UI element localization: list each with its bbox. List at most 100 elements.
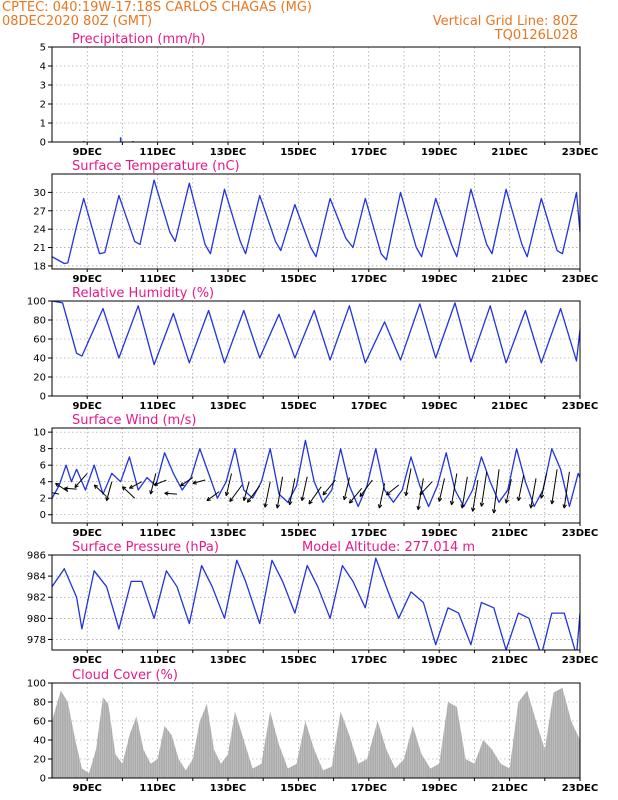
wind-arrow [55,482,69,493]
panel-temp: 18 21 24 27 30 9DEC 11DEC 13DEC 15DEC 17DEC 19DEC 2… [33,159,598,285]
y-tick-label: 30 [33,188,46,199]
x-tick-label: 15DEC [280,655,316,666]
y-tick-label: 20 [33,373,46,384]
wind-arrow [461,476,468,509]
wind-arrow [93,484,107,497]
y-tick-label: 8 [40,444,46,455]
wind-arrow-head [539,494,545,499]
series-line-pressure [52,557,580,650]
x-tick-label: 9DEC [72,783,101,794]
wind-arrow-head [206,496,211,502]
wind-arrow [359,479,373,497]
wind-arrow-head [504,499,509,504]
wind-arrow-head [242,496,247,502]
y-tick-label: 10 [33,428,46,439]
x-tick-label: 13DEC [210,528,246,539]
panel-frame [51,46,581,143]
wind-arrow-head [93,484,99,489]
wind-arrow-head [288,500,293,506]
wind-arrow-head [471,507,476,512]
panel-frame [51,554,581,651]
wind-arrow [52,492,60,495]
panel-wind: 0 2 4 6 8 10 9DEC 11DEC 13DEC 15DEC 17DEC 19DEC 21DE… [33,413,598,539]
x-tick-label: 15DEC [280,528,316,539]
wind-arrow [192,479,206,484]
x-tick-label: 15DEC [280,274,316,285]
x-tick-label: 9DEC [72,274,101,285]
panel-precip: 0 1 2 3 4 5 9DEC 11DEC 13DEC 15DEC 17DEC 19DEC 21DEC… [40,32,599,158]
x-tick-label: 11DEC [139,147,175,158]
panel-rh: 0 20 40 60 80 100 9DEC 11DEC 13DEC 15DEC 17DEC 19DE… [27,286,598,412]
wind-arrow [480,471,488,507]
wind-arrow [264,481,271,508]
x-tick-label: 15DEC [280,147,316,158]
wind-arrow [530,478,537,509]
wind-arrow [153,479,167,486]
panel-pressure: 978 980 982 984 986 9DEC 11DEC 13DEC 15DEC 17DEC 1… [27,540,598,666]
x-tick-label: 13DEC [210,274,246,285]
panel-frame [51,300,581,397]
wind-arrow-head [449,500,455,506]
y-tick-label: 60 [33,717,46,728]
y-tick-label: 984 [27,572,46,583]
x-tick-label: 21DEC [491,783,527,794]
wind-arrow-head [153,481,159,486]
wind-arrow-head [246,498,252,503]
y-tick-label: 40 [33,354,46,365]
y-tick-label: 6 [40,461,46,472]
x-tick-label: 21DEC [491,274,527,285]
y-tick-label: 980 [27,614,46,625]
wind-arrow-head [164,491,169,496]
wind-arrow-head [47,491,51,494]
wind-arrow-head [342,495,348,501]
x-tick-label: 17DEC [351,528,387,539]
x-tick-label: 13DEC [210,147,246,158]
wind-arrow [64,487,77,490]
wind-arrow [308,486,322,505]
wind-arrow-head [129,484,134,489]
wind-arrow [386,484,400,496]
wind-arrow-head [416,505,421,511]
panel-title: Surface Temperature (nC) [72,159,240,174]
y-tick-label: 27 [33,206,46,217]
wind-arrow-head [55,482,60,488]
y-tick-label: 0 [40,392,46,403]
wind-arrow-head [529,504,534,509]
wind-arrow-head [275,504,281,509]
panel-title: Surface Pressure (hPa) [72,540,219,555]
x-tick-label: 19DEC [421,528,457,539]
wind-arrow [419,481,433,496]
wind-arrow [243,481,250,501]
x-tick-label: 19DEC [421,147,457,158]
x-tick-label: 9DEC [72,528,101,539]
panel-frame [51,173,581,270]
y-tick-label: 60 [33,335,46,346]
y-tick-label: 80 [33,316,46,327]
wind-arrow-head [105,496,110,502]
wind-arrow [551,469,558,505]
x-tick-label: 19DEC [421,783,457,794]
x-tick-label: 19DEC [421,655,457,666]
wind-arrow [493,469,500,514]
y-tick-label: 40 [33,736,46,747]
wind-arrow-head [192,480,197,485]
header-grid-line: Vertical Grid Line: 80Z [433,14,578,29]
wind-arrow-head [479,502,485,507]
y-tick-label: 2 [40,100,46,111]
wind-arrow [289,478,296,505]
wind-arrow [225,473,233,496]
x-tick-label: 19DEC [421,401,457,412]
panel-title: Precipitation (mm/h) [72,32,205,47]
panel-title: Relative Humidity (%) [72,286,214,301]
y-tick-label: 0 [40,510,46,521]
y-tick-label: 4 [40,477,46,488]
x-tick-label: 13DEC [210,783,246,794]
wind-arrow [349,487,363,504]
x-tick-label: 19DEC [421,274,457,285]
wind-arrow-head [460,504,465,509]
wind-arrow [301,476,308,501]
wind-arrow-head [550,500,555,505]
x-tick-label: 17DEC [351,274,387,285]
wind-arrow [540,473,548,499]
